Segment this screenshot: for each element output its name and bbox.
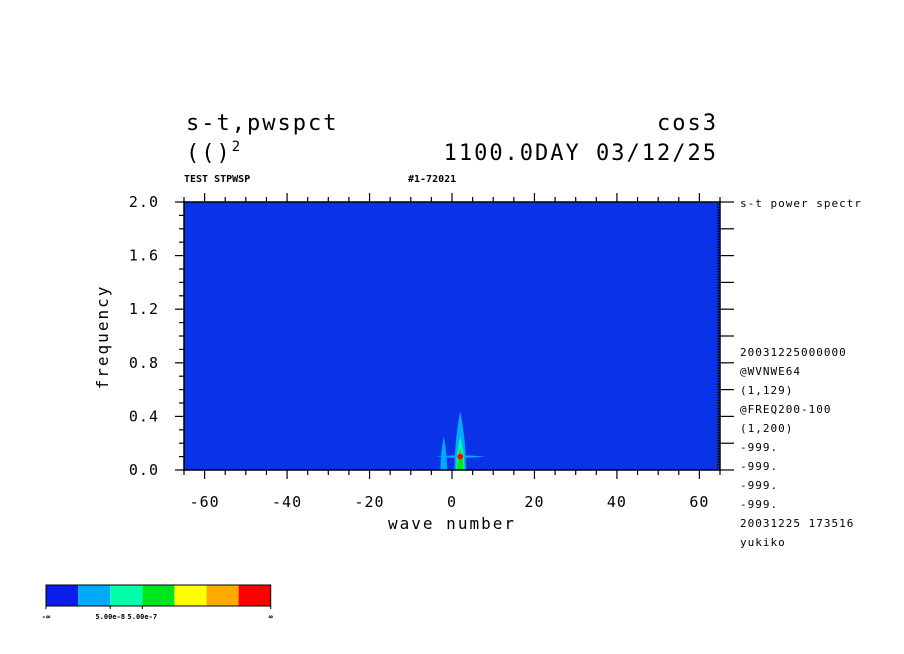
axis-tick-labels: -60 -40 -20 0 20 40 60 0.0 0.4 0.8 1.2 1.6 2.0 xyxy=(129,193,709,511)
y-tick-label: 1.6 xyxy=(129,247,159,265)
side-line-3: (1,129) xyxy=(740,384,793,397)
y-tick-label: 0.4 xyxy=(129,407,159,425)
y-tick-label: 0.0 xyxy=(129,461,159,479)
heatmap-features xyxy=(435,411,485,470)
x-tick-label: 0 xyxy=(447,493,457,511)
colorbar-label-2: 5.00e-7 xyxy=(128,613,158,621)
side-line-8: -999. xyxy=(740,479,778,492)
x-tick-label: -20 xyxy=(354,493,384,511)
heatmap-field xyxy=(184,202,720,470)
colorbar-label-3: ∞ xyxy=(269,613,273,621)
side-line-2: @WVNWE64 xyxy=(740,365,801,378)
y-tick-label: 1.2 xyxy=(129,300,159,318)
side-line-4: @FREQ200-100 xyxy=(740,403,831,416)
x-tick-label: 20 xyxy=(524,493,544,511)
heatmap-peak-5 xyxy=(457,453,464,460)
y-tick-label: 2.0 xyxy=(129,193,159,211)
x-tick-label: 40 xyxy=(607,493,627,511)
experiment-name: cos3 xyxy=(657,111,718,136)
x-tick-label: 60 xyxy=(689,493,709,511)
colorbar-label-0: -∞ xyxy=(42,613,50,621)
sub-title-left: TEST STPWSP xyxy=(184,174,250,185)
plot-area: -60 -40 -20 0 20 40 60 0.0 0.4 0.8 1.2 1.6 2.0 xyxy=(129,193,734,511)
colorbar-swatch-3 xyxy=(142,585,175,606)
chart-title: s-t,pwspct xyxy=(186,111,338,136)
y-tick-label: 0.8 xyxy=(129,354,159,372)
colorbar-swatch-2 xyxy=(110,585,143,606)
side-line-1: 20031225000000 xyxy=(740,346,847,359)
x-tick-label: -60 xyxy=(190,493,220,511)
side-line-11: yukiko xyxy=(740,536,786,549)
sub-title-right: #1-72021 xyxy=(408,174,456,185)
side-line-9: -999. xyxy=(740,498,778,511)
chart-units: (()2 xyxy=(186,139,242,166)
side-panel-title: s-t power spectr xyxy=(740,197,862,210)
side-line-6: -999. xyxy=(740,441,778,454)
colorbar-swatch-4 xyxy=(174,585,207,606)
y-axis-label: frequency xyxy=(93,285,112,390)
x-tick-label: -40 xyxy=(272,493,302,511)
colorbar: -∞ 5.00e-8 5.00e-7 ∞ xyxy=(42,584,273,621)
colorbar-swatch-5 xyxy=(206,585,239,606)
colorbar-frame xyxy=(45,584,272,607)
units-exponent: 2 xyxy=(232,139,242,155)
colorbar-label-1: 5.00e-8 xyxy=(95,613,125,621)
time-stamp: 1100.0DAY 03/12/25 xyxy=(444,141,718,166)
axis-ticks xyxy=(175,193,734,479)
side-line-7: -999. xyxy=(740,460,778,473)
colorbar-swatch-6 xyxy=(238,585,271,606)
side-line-5: (1,200) xyxy=(740,422,793,435)
colorbar-swatch-1 xyxy=(78,585,111,606)
side-line-10: 20031225 173516 xyxy=(740,517,854,530)
units-base: (() xyxy=(186,141,232,166)
colorbar-swatch-0 xyxy=(46,585,79,606)
heatmap-spike-0 xyxy=(440,436,448,470)
x-axis-label: wave number xyxy=(388,514,516,533)
